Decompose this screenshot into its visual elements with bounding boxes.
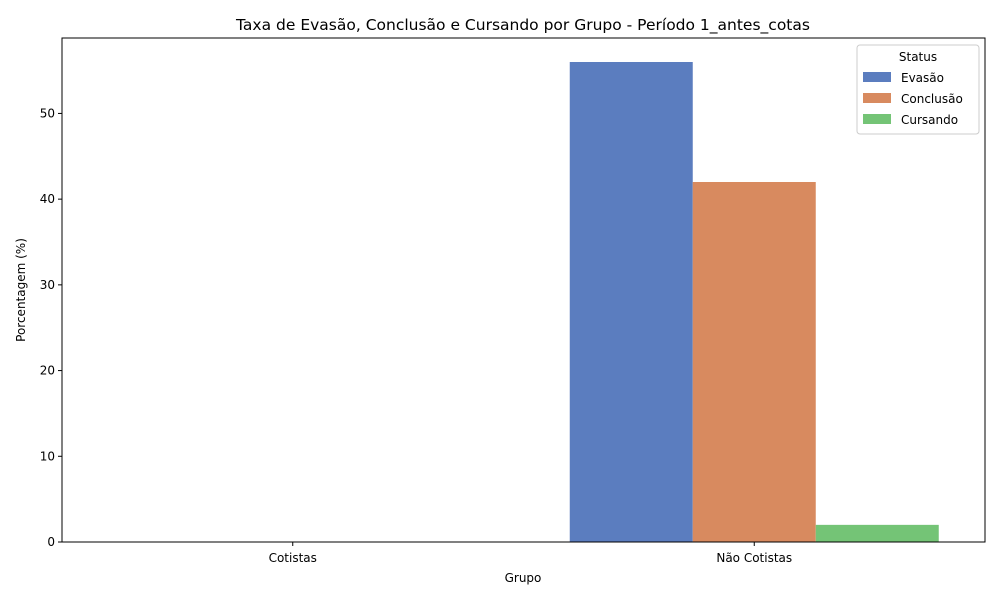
bar-conclusão-1 xyxy=(692,182,816,542)
y-tick-label: 10 xyxy=(40,449,55,463)
bars-layer xyxy=(569,62,939,542)
chart-title: Taxa de Evasão, Conclusão e Cursando por… xyxy=(235,16,810,35)
x-tick-label: Cotistas xyxy=(269,551,317,565)
legend-title: Status xyxy=(899,50,937,64)
y-tick-label: 20 xyxy=(40,364,55,378)
legend: Status Evasão Conclusão Cursando xyxy=(856,44,980,135)
bar-cursando-1 xyxy=(815,524,939,542)
legend-label-conclusão: Conclusão xyxy=(901,92,963,106)
bar-evasão-1 xyxy=(569,62,693,542)
legend-label-evasão: Evasão xyxy=(901,71,944,85)
x-axis-label: Grupo xyxy=(505,571,542,585)
y-tick-label: 40 xyxy=(40,192,55,206)
y-tick-label: 0 xyxy=(47,535,55,549)
y-tick-label: 50 xyxy=(40,106,55,120)
x-axis: Cotistas Não Cotistas xyxy=(269,542,792,565)
y-tick-label: 30 xyxy=(40,278,55,292)
legend-box xyxy=(856,44,980,135)
legend-label-cursando: Cursando xyxy=(901,113,958,127)
y-axis: 0 10 20 30 40 50 xyxy=(40,106,62,549)
legend-swatch-evasão xyxy=(863,72,891,82)
x-tick-label: Não Cotistas xyxy=(716,551,792,565)
legend-swatch-conclusão xyxy=(863,93,891,103)
y-axis-label: Porcentagem (%) xyxy=(14,238,28,342)
plot-frame xyxy=(61,37,986,543)
legend-swatch-cursando xyxy=(863,114,891,124)
